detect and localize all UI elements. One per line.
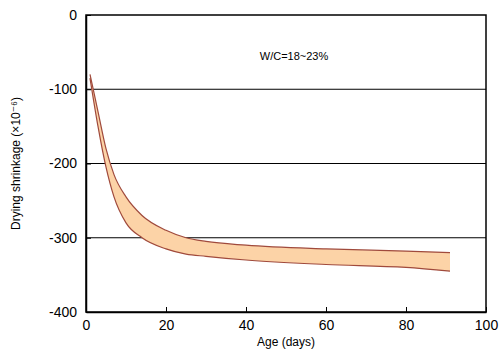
data xyxy=(90,74,450,271)
x-tick-label: 0 xyxy=(83,317,91,333)
y-tick: -100 xyxy=(49,81,91,97)
y-tick-mark xyxy=(86,312,91,313)
y-tick-mark xyxy=(86,15,91,16)
band xyxy=(90,74,450,271)
series-line xyxy=(90,78,450,271)
y-tick: -400 xyxy=(49,304,91,320)
chart: 0 20 40 60 80 100 -400 -300 -200 -100 0 W/C=18~23% A… xyxy=(0,0,500,349)
x-tick-mark xyxy=(326,307,327,312)
x-tick-label: 60 xyxy=(319,317,335,333)
x-axis-title: Age (days) xyxy=(257,335,315,349)
x-tick-label: 40 xyxy=(239,317,255,333)
annotation: W/C=18~23% xyxy=(260,50,329,62)
y-tick-mark xyxy=(86,164,91,165)
y-tick-mark xyxy=(86,238,91,239)
x-tick: 20 xyxy=(159,307,175,333)
y-axis: -400 -300 -200 -100 0 xyxy=(49,7,91,320)
y-tick-label: -100 xyxy=(49,81,77,97)
x-tick: 40 xyxy=(239,307,255,333)
y-tick-label: -200 xyxy=(49,155,77,171)
plot: 0 20 40 60 80 100 -400 -300 -200 -100 0 W/C=18~23% xyxy=(49,7,498,333)
x-tick-label: 20 xyxy=(159,317,175,333)
x-axis: 0 20 40 60 80 100 xyxy=(83,307,499,333)
x-tick: 100 xyxy=(475,307,499,333)
y-axis-title: Drying shrinkage (×10⁻⁶) xyxy=(9,97,23,230)
y-tick-mark xyxy=(86,89,91,90)
x-tick-label: 80 xyxy=(399,317,415,333)
series-line xyxy=(90,74,450,252)
x-tick-mark xyxy=(166,307,167,312)
plot-frame xyxy=(86,15,486,312)
x-tick: 80 xyxy=(399,307,415,333)
x-tick-label: 100 xyxy=(475,317,499,333)
x-tick-mark xyxy=(406,307,407,312)
grid-line xyxy=(86,89,486,90)
y-tick: -300 xyxy=(49,230,91,246)
y-tick: -200 xyxy=(49,155,91,171)
x-tick-mark xyxy=(486,307,487,312)
x-tick: 60 xyxy=(319,307,335,333)
grid-line xyxy=(86,163,486,164)
y-tick: 0 xyxy=(69,7,91,23)
y-tick-label: -300 xyxy=(49,230,77,246)
x-axis-line xyxy=(87,312,487,314)
x-tick-mark xyxy=(246,307,247,312)
grid xyxy=(86,89,486,238)
y-tick-label: 0 xyxy=(69,7,77,23)
y-tick-label: -400 xyxy=(49,304,77,320)
